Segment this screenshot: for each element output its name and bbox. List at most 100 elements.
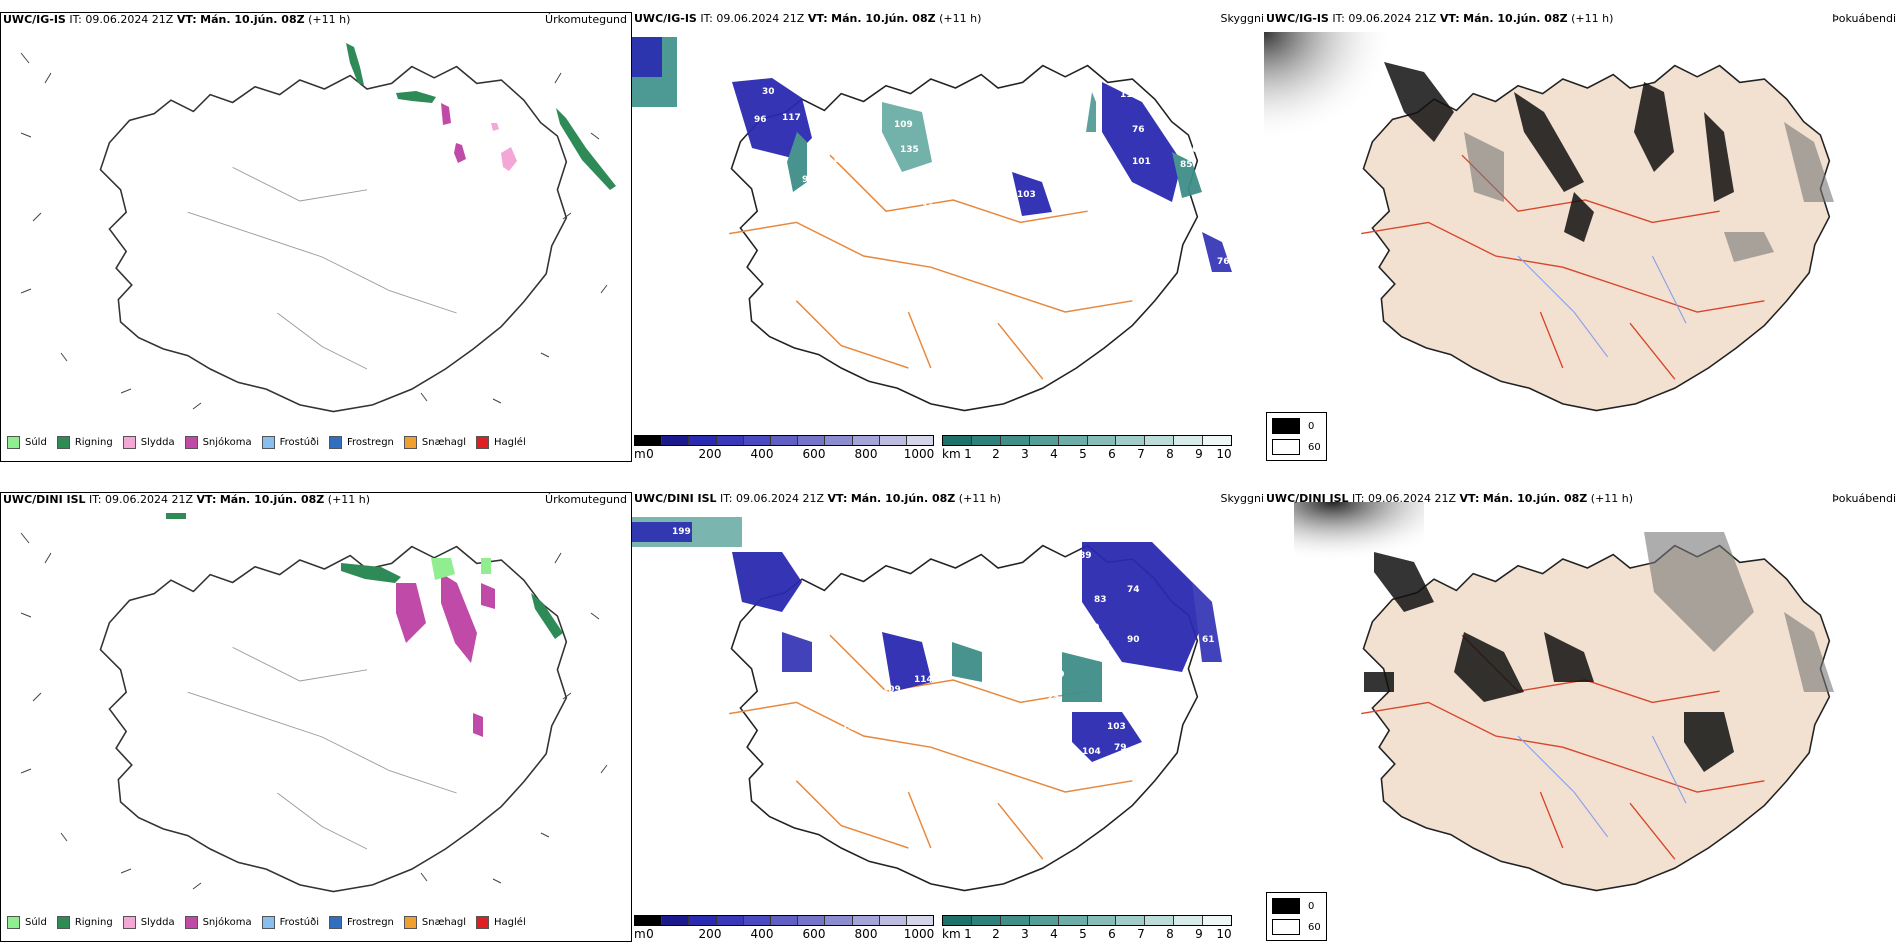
vis-label: 148 (1047, 635, 1066, 645)
vis-label: 79 (1114, 743, 1127, 753)
fog-panel-row2: UWC/DINI ISL IT: 09.06.2024 21Z VT: Mán.… (1264, 492, 1900, 942)
fog-header-row1: UWC/IG-IS IT: 09.06.2024 21Z VT: Mán. 10… (1266, 12, 1613, 25)
legend-label: Frostúði (279, 917, 319, 928)
vis-label: 144 (817, 210, 836, 220)
cloud-legend-label: 60 (1308, 441, 1321, 453)
visibility-header-row1: UWC/IG-IS IT: 09.06.2024 21Z VT: Mán. 10… (634, 12, 981, 25)
it-value: 09.06.2024 21Z (736, 492, 825, 505)
km-tick: 5 (1079, 447, 1087, 461)
wind-barbs (20, 532, 608, 890)
km-tick: 6 (1108, 447, 1116, 461)
legend-swatch-frostregn (329, 436, 342, 449)
vis-label: 82 (1218, 180, 1231, 190)
cloud-swatch-dark (1272, 418, 1300, 434)
it-label: IT: (1332, 12, 1345, 25)
vis-label: 115 (922, 203, 941, 213)
vis-label: 29 (790, 557, 803, 567)
lead-time: (+11 h) (958, 492, 1002, 505)
km-tick: 8 (1166, 447, 1174, 461)
it-label: IT: (89, 493, 102, 506)
vt-value: Mán. 10.jún. 08Z (219, 493, 325, 506)
visibility-map-row2: 199 29 140 109 114 110 161 53 89 63 83 7… (632, 517, 1222, 892)
fog-header-row2: UWC/DINI ISL IT: 09.06.2024 21Z VT: Mán.… (1266, 492, 1633, 505)
legend-label: Slydda (140, 917, 175, 928)
legend-swatch-snaehagl (403, 436, 417, 449)
precip-map-row1 (20, 43, 616, 413)
model-name: UWC/IG-IS (1266, 12, 1329, 25)
model-name: UWC/DINI ISL (3, 493, 86, 506)
it-label: IT: (69, 13, 82, 26)
km-colorbar-strip (942, 915, 1232, 926)
height-tick: 0 (646, 927, 654, 941)
vis-label: 30 (762, 87, 775, 97)
km-tick: 7 (1137, 447, 1145, 461)
legend-swatch-haglel (476, 916, 490, 929)
km-tick: 4 (1050, 927, 1058, 941)
precip-header-row1: UWC/IG-IS IT: 09.06.2024 21Z VT: Mán. 10… (3, 13, 350, 26)
vt-label: VT: (196, 493, 217, 506)
height-tick: 800 (854, 447, 878, 461)
km-tick: 3 (1021, 927, 1029, 941)
precip-drizzle-patches (431, 558, 491, 580)
legend-swatch-rigning (56, 916, 70, 929)
vt-value: Mán. 10.jún. 08Z (1482, 492, 1588, 505)
height-tick: 200 (698, 447, 722, 461)
km-tick: 2 (992, 447, 1000, 461)
cloud-legend-label: 0 (1308, 420, 1315, 432)
km-tick: 8 (1166, 927, 1174, 941)
vis-label: 53 (1024, 567, 1037, 577)
visibility-values: 199 29 140 109 114 110 161 53 89 63 83 7… (672, 527, 1215, 809)
fog-gray-patches (1644, 532, 1834, 692)
vis-label: 190 (912, 185, 931, 195)
vis-label: 90 (1127, 635, 1140, 645)
vis-label: 61 (1202, 635, 1215, 645)
legend-swatch-snjokoma (184, 916, 198, 929)
model-name: UWC/IG-IS (3, 13, 66, 26)
lead-time: (+11 h) (939, 12, 982, 25)
precip-map-row2 (20, 513, 608, 893)
vis-label: 114 (914, 675, 933, 685)
it-value: 09.06.2024 21Z (716, 12, 805, 25)
legend-label: Frostregn (347, 917, 394, 928)
height-tick: 0 (646, 447, 654, 461)
km-colorbar-row2: km 1 2 3 4 5 6 7 8 9 10 (942, 915, 1232, 941)
visibility-panel-row2: 199 29 140 109 114 110 161 53 89 63 83 7… (632, 492, 1264, 942)
height-unit: m (634, 927, 646, 941)
visibility-patches (732, 78, 1232, 272)
precip-snow-patches (396, 573, 495, 737)
height-tick: 400 (750, 927, 774, 941)
legend-swatch-slydda (122, 436, 136, 449)
km-tick: 9 (1195, 447, 1203, 461)
vis-label: 83 (1094, 595, 1107, 605)
legend-label: Súld (25, 437, 47, 448)
cloud-swatch-light (1272, 439, 1300, 455)
height-tick: 1000 (903, 447, 935, 461)
vt-value: Mán. 10.jún. 08Z (1463, 12, 1568, 25)
vis-label: 140 (842, 723, 861, 733)
km-tick: 4 (1050, 447, 1058, 461)
vt-label: VT: (176, 13, 197, 26)
it-label: IT: (700, 12, 713, 25)
vis-label: 109 (882, 685, 901, 695)
height-colorbar-row2: m 0 200 400 600 800 1000 (634, 915, 934, 941)
fog-map-row1 (1264, 32, 1834, 412)
legend-label: Slydda (140, 437, 175, 448)
visibility-patches (732, 542, 1222, 762)
height-colorbar-strip (634, 915, 934, 926)
fog-map-row2 (1294, 502, 1834, 892)
height-tick: 800 (854, 927, 878, 941)
vis-label: 199 (672, 527, 691, 537)
vt-label: VT: (807, 12, 828, 25)
km-tick: 6 (1108, 927, 1116, 941)
lead-time: (+11 h) (308, 13, 351, 26)
legend-swatch-snaehagl (403, 916, 417, 929)
legend-swatch-suld (7, 436, 20, 449)
cloud-swatch-light (1272, 919, 1300, 935)
height-colorbar-strip (634, 435, 934, 446)
km-colorbar-strip (942, 435, 1232, 446)
vis-label: 67 (1192, 145, 1205, 155)
lead-time: (+11 h) (1571, 12, 1614, 25)
model-name: UWC/DINI ISL (1266, 492, 1349, 505)
km-tick: 7 (1137, 927, 1145, 941)
legend-swatch-haglel (476, 436, 490, 449)
